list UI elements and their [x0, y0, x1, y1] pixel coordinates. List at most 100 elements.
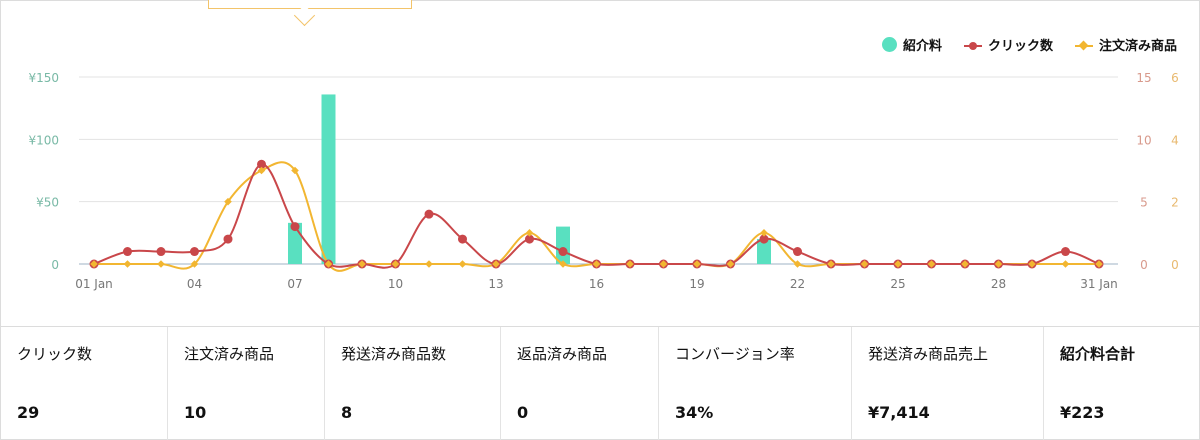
stat-returned-items: 返品済み商品 0	[501, 327, 659, 440]
clicks-point	[223, 234, 233, 244]
legend-label-clicks: クリック数	[987, 39, 1053, 54]
orders-point	[827, 260, 835, 268]
orders-point	[224, 197, 232, 206]
clicks-point	[458, 234, 467, 244]
orders-point	[726, 260, 735, 268]
clicks-line-icon	[963, 39, 982, 51]
orders-point	[860, 260, 869, 268]
y-right-tick-label: 4	[1171, 133, 1179, 147]
orders-point	[659, 260, 668, 268]
clicks-point	[424, 209, 434, 219]
legend-item-fee[interactable]: 紹介料	[881, 35, 942, 54]
x-tick-label: 04	[187, 277, 202, 291]
orders-point	[492, 260, 500, 268]
x-tick-label: 13	[488, 277, 503, 291]
clicks-point	[190, 247, 199, 257]
orders-point	[927, 260, 936, 268]
stat-value: 29	[17, 403, 40, 422]
x-tick-label: 25	[890, 277, 905, 291]
chart-axes: ¥150 15 6 ¥100 10 4 ¥50 5 2 0 0 0 01 Jan 04 07 10 13 16 19…	[28, 71, 1178, 291]
orders-point	[1061, 260, 1070, 268]
y-left-tick-label: ¥150	[28, 71, 59, 85]
x-tick-label: 19	[689, 277, 704, 291]
orders-point	[90, 260, 98, 268]
stat-label: 発送済み商品売上	[868, 345, 989, 363]
y-mid-tick-label: 15	[1136, 71, 1151, 85]
orders-point	[760, 229, 768, 237]
orders-point	[1095, 260, 1103, 268]
y-right-tick-label: 2	[1171, 196, 1179, 210]
orders-point	[793, 260, 802, 268]
stat-value: 0	[517, 403, 529, 422]
y-mid-tick-label: 5	[1140, 196, 1148, 210]
clicks-point	[156, 247, 166, 257]
clicks-point	[558, 247, 568, 257]
orders-point	[291, 166, 299, 175]
chart-grid	[79, 76, 1118, 265]
stat-value: ¥7,414	[868, 403, 930, 422]
orders-point	[994, 260, 1003, 268]
stat-shipped-items: 発送済み商品数 8	[325, 327, 501, 440]
x-tick-label: 22	[790, 277, 805, 291]
fee-bar	[321, 94, 336, 264]
clicks-point	[123, 247, 132, 257]
orders-point	[525, 229, 534, 237]
chart-lines	[89, 159, 1104, 272]
legend-item-orders[interactable]: 注文済み商品	[1074, 35, 1177, 54]
x-tick-label: 01 Jan	[75, 277, 113, 291]
orders-point	[257, 166, 266, 175]
stat-label: クリック数	[17, 345, 93, 363]
fee-bar	[556, 226, 570, 264]
orders-point	[190, 260, 199, 268]
orders-point	[458, 260, 467, 268]
fee-swatch-icon	[881, 37, 897, 52]
stat-shipped-revenue: 発送済み商品売上 ¥7,414	[852, 327, 1044, 440]
stat-label: 返品済み商品	[517, 345, 608, 363]
y-mid-tick-label: 10	[1136, 133, 1151, 147]
clicks-point	[793, 247, 802, 257]
y-mid-tick-label: 0	[1140, 258, 1148, 272]
stat-label: 紹介料合計	[1060, 345, 1136, 363]
stat-value: 10	[184, 403, 207, 422]
orders-point	[961, 260, 969, 268]
orders-point	[425, 260, 433, 268]
legend-label-orders: 注文済み商品	[1098, 39, 1177, 54]
stats-bar: クリック数 29 注文済み商品 10 発送済み商品数 8 返品済み商品 0 コン…	[1, 326, 1199, 440]
stat-label: 発送済み商品数	[341, 345, 447, 363]
clicks-point	[759, 234, 769, 244]
stat-value: 34%	[675, 403, 714, 422]
clicks-point	[525, 234, 534, 244]
orders-point	[894, 260, 902, 268]
tooltip	[208, 0, 412, 9]
orders-point	[358, 260, 366, 268]
clicks-point	[1061, 247, 1070, 257]
clicks-point	[257, 159, 266, 169]
y-left-tick-label: ¥100	[28, 133, 59, 147]
orders-point	[559, 260, 567, 268]
legend-label-fee: 紹介料	[902, 39, 942, 54]
orders-point	[324, 260, 333, 268]
x-tick-label: 16	[589, 277, 604, 291]
stat-label: コンバージョン率	[675, 345, 795, 363]
x-tick-label: 07	[287, 277, 302, 291]
y-left-tick-label: ¥50	[36, 196, 59, 210]
x-tick-label: 28	[991, 277, 1006, 291]
y-left-tick-label: 0	[51, 258, 59, 272]
stat-clicks: クリック数 29	[1, 327, 168, 440]
earnings-chart: ¥150 15 6 ¥100 10 4 ¥50 5 2 0 0 0 01 Jan 04 07 10 13 16 19…	[28, 71, 1178, 291]
clicks-point	[290, 222, 300, 232]
y-right-tick-label: 0	[1171, 258, 1179, 272]
fee-bar	[757, 239, 771, 264]
orders-point	[626, 260, 634, 268]
orders-line	[94, 161, 1099, 272]
orders-line-icon	[1074, 39, 1093, 51]
orders-point	[157, 260, 165, 268]
clicks-line	[93, 163, 1100, 269]
legend-item-clicks[interactable]: クリック数	[963, 35, 1053, 54]
orders-point	[123, 260, 132, 268]
stat-value: 8	[341, 403, 353, 422]
stat-value: ¥223	[1060, 403, 1105, 422]
orders-point	[1028, 260, 1036, 268]
stat-conversion-rate: コンバージョン率 34%	[659, 327, 852, 440]
